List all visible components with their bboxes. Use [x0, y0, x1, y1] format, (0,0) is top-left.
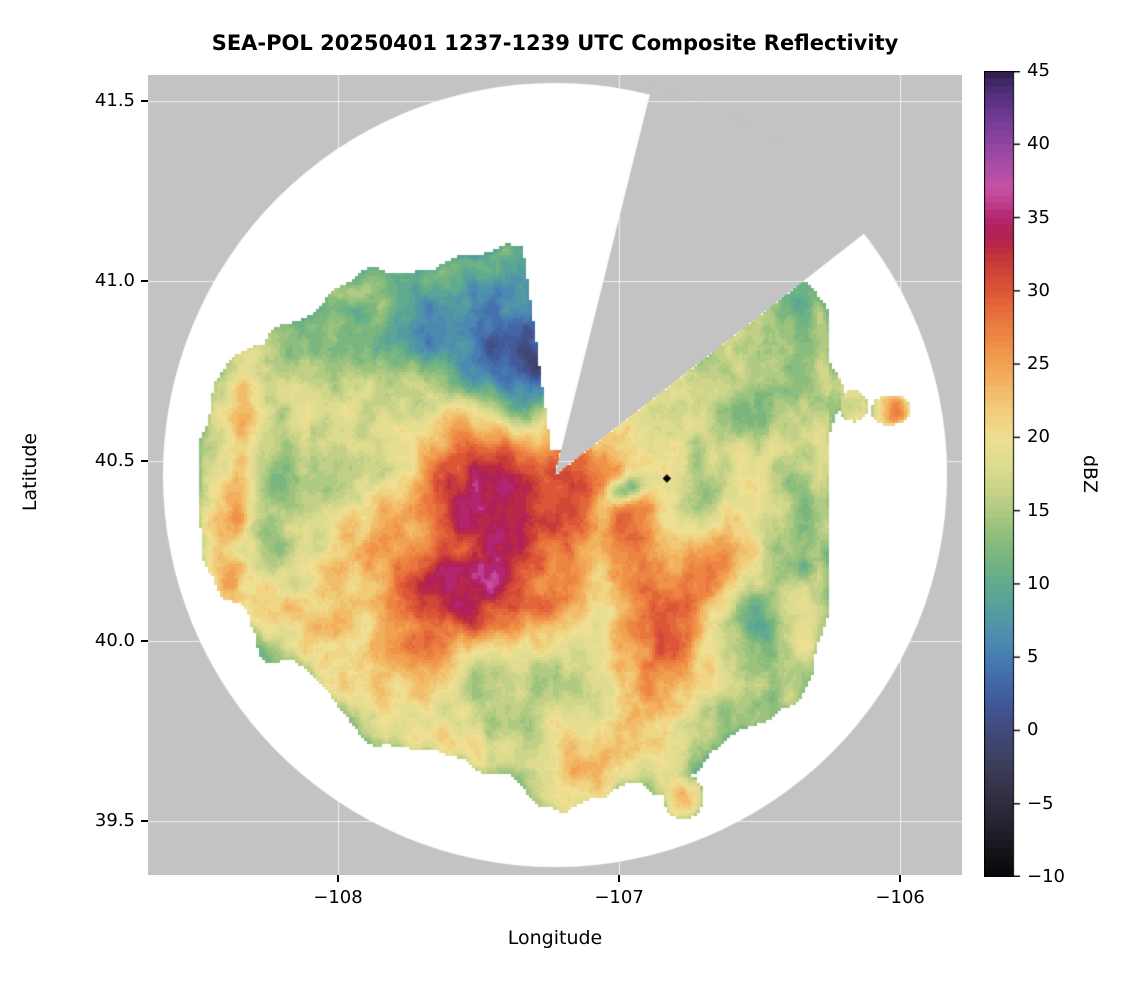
- colorbar-tick-label: 15: [1027, 499, 1050, 521]
- y-axis-label: Latitude: [19, 432, 41, 512]
- y-tick-mark: [141, 99, 148, 102]
- y-tick-label: 40.5: [94, 449, 135, 471]
- y-tick-label: 40.0: [94, 629, 135, 651]
- colorbar-tick-label: −10: [1027, 866, 1065, 887]
- y-tick-label: 41.5: [94, 89, 135, 111]
- y-tick-mark: [141, 639, 148, 642]
- x-tick-mark: [337, 875, 339, 882]
- colorbar-tick-label: 30: [1027, 279, 1050, 301]
- colorbar-tick-label: 5: [1027, 646, 1039, 668]
- colorbar-tick-label: 20: [1027, 426, 1050, 448]
- y-tick-mark: [141, 279, 148, 282]
- y-tick-label: 39.5: [94, 809, 135, 831]
- x-tick-label: −106: [875, 887, 925, 908]
- radar-reflectivity-plot: [148, 75, 962, 875]
- colorbar-tick-label: 40: [1027, 133, 1050, 155]
- x-tick-mark: [618, 875, 621, 882]
- x-tick-label: −107: [594, 887, 644, 908]
- y-tick-mark: [141, 459, 148, 462]
- colorbar-tick-label: 45: [1027, 60, 1050, 81]
- x-tick-mark: [899, 875, 902, 882]
- x-tick-label: −108: [313, 887, 363, 908]
- colorbar-tick-label: 0: [1027, 719, 1039, 741]
- y-tick-mark: [141, 819, 148, 822]
- colorbar-tick-label: 35: [1027, 206, 1050, 228]
- colorbar-tick-label: 10: [1027, 572, 1050, 594]
- colorbar-label: dBZ: [1079, 454, 1101, 494]
- x-axis-label: Longitude: [507, 927, 603, 949]
- colorbar: [984, 71, 1022, 877]
- colorbar-tick-label: −5: [1027, 792, 1054, 814]
- y-tick-label: 41.0: [94, 269, 135, 291]
- colorbar-tick-label: 25: [1027, 353, 1050, 375]
- chart-title: SEA-POL 20250401 1237-1239 UTC Composite…: [211, 31, 899, 55]
